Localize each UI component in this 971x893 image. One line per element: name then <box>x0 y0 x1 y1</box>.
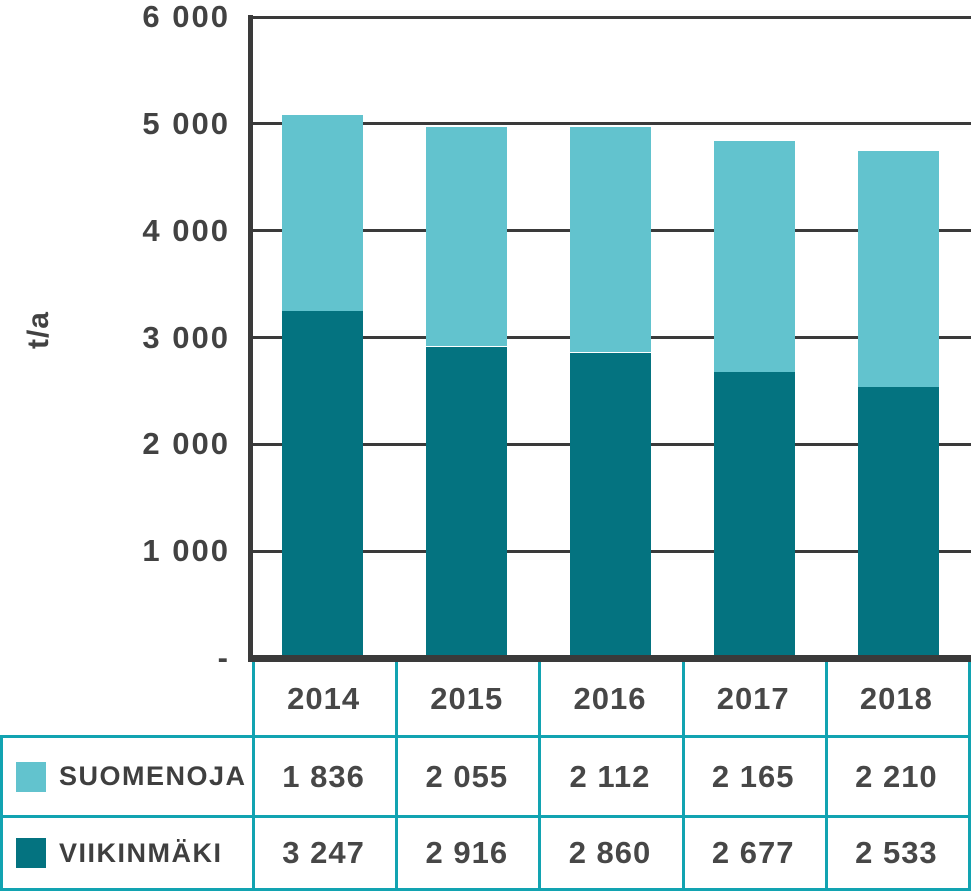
table-column-border <box>538 662 542 891</box>
year-header-cell-2018: 2018 <box>859 680 933 716</box>
value-cell-suomenoja-2018: 2 210 <box>855 758 938 794</box>
bar-segment-viikinmäki-2014 <box>281 311 363 658</box>
bar-segment-suomenoja-2015 <box>425 126 507 347</box>
value-cell-viikinmäki-2017: 2 677 <box>711 835 795 870</box>
bar-segment-suomenoja-2016 <box>570 126 651 353</box>
gridline <box>250 15 971 19</box>
legend-label: VIIKINMÄKI <box>59 837 223 868</box>
y-axis-tick-label: 4 000 <box>142 212 230 248</box>
table-column-border <box>252 662 255 891</box>
bar-segment-viikinmäki-2018 <box>858 387 940 658</box>
legend-cell-suomenoja: SUOMENOJA <box>3 738 252 815</box>
bar-segment-viikinmäki-2015 <box>425 346 507 658</box>
table-horizontal-border <box>0 888 971 891</box>
y-axis-line <box>248 15 253 662</box>
y-axis-tick-label: 1 000 <box>142 533 230 569</box>
value-cell-viikinmäki-2018: 2 533 <box>855 835 938 870</box>
legend-swatch-suomenoja <box>16 761 46 792</box>
y-axis-title-text: t/a <box>22 311 55 350</box>
year-header-cell-2016: 2016 <box>573 680 647 716</box>
y-axis-tick-label: 6 000 <box>142 0 230 34</box>
year-header-cell-2015: 2015 <box>430 680 504 716</box>
value-cell-suomenoja-2015: 2 055 <box>425 758 509 794</box>
value-cell-suomenoja-2014: 1 836 <box>282 758 365 794</box>
bar-segment-viikinmäki-2017 <box>714 372 796 658</box>
y-axis-tick-label: 3 000 <box>142 319 230 355</box>
value-cell-viikinmäki-2015: 2 916 <box>425 835 509 870</box>
y-axis-tick-label: 5 000 <box>142 105 230 141</box>
legend-cell-viikinmäki: VIIKINMÄKI <box>3 818 252 888</box>
y-axis-title: t/a <box>9 300 69 360</box>
value-cell-suomenoja-2016: 2 112 <box>569 758 651 794</box>
x-axis-line <box>248 655 971 662</box>
table-left-border <box>0 735 3 891</box>
table-horizontal-border <box>0 735 971 738</box>
legend-label: SUOMENOJA <box>59 761 247 791</box>
y-axis-tick-label: 2 000 <box>142 426 230 462</box>
year-header-cell-2017: 2017 <box>716 680 790 716</box>
legend-swatch-viikinmäki <box>16 838 46 868</box>
table-column-border <box>395 662 399 891</box>
table-column-border <box>681 662 685 891</box>
value-cell-viikinmäki-2014: 3 247 <box>282 835 365 870</box>
y-axis-tick-label: - <box>217 640 230 675</box>
table-horizontal-border <box>0 815 971 818</box>
year-header-cell-2014: 2014 <box>287 680 361 716</box>
value-cell-suomenoja-2017: 2 165 <box>711 758 795 794</box>
bar-segment-suomenoja-2014 <box>281 115 363 312</box>
bar-segment-suomenoja-2017 <box>714 140 796 372</box>
bar-segment-viikinmäki-2016 <box>570 352 651 658</box>
gridline <box>250 122 971 126</box>
table-column-border <box>824 662 828 891</box>
table-column-border <box>968 662 971 891</box>
value-cell-viikinmäki-2016: 2 860 <box>568 835 652 870</box>
bar-segment-suomenoja-2018 <box>858 151 940 388</box>
